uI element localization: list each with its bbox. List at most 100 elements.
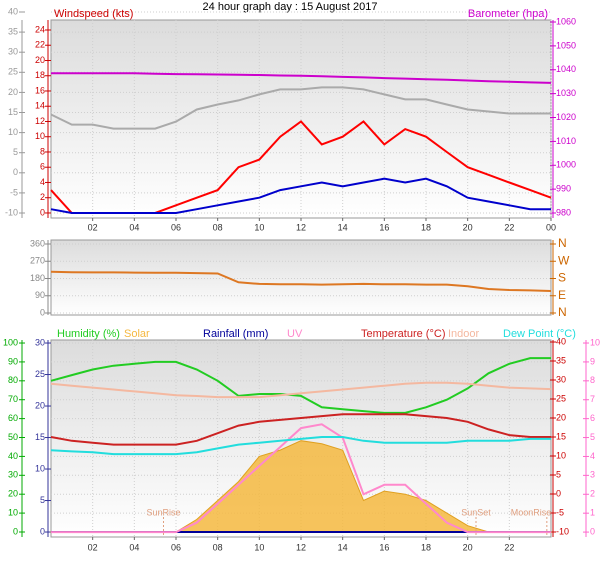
y-tick-label: 40	[556, 336, 566, 346]
x-tick-label: 04	[129, 222, 139, 232]
y-tick-label: 18	[35, 70, 45, 80]
y-tick-label: 20	[556, 412, 566, 422]
y-tick-label: 4	[40, 177, 45, 187]
y-tick-label: 20	[8, 489, 18, 499]
y-tick-label: 15	[556, 431, 566, 441]
annotation: SunRise	[146, 507, 180, 517]
y-tick-label: 40	[8, 451, 18, 461]
line	[50, 357, 551, 414]
y-tick-label: -10	[556, 526, 569, 536]
y-tick-label: 2	[590, 489, 595, 499]
line	[50, 270, 552, 292]
y-tick-label: 0	[40, 207, 45, 217]
y-tick-label: 60	[8, 413, 18, 423]
y-tick-label: 70	[8, 394, 18, 404]
y-tick-label: 25	[35, 369, 45, 379]
x-tick-label: 12	[296, 222, 306, 232]
y-tick-label: 15	[8, 107, 18, 117]
y-tick-label: 20	[35, 55, 45, 65]
x-tick-label: 10	[254, 542, 264, 552]
y-tick-label: 16	[35, 85, 45, 95]
x-tick-label: 20	[463, 542, 473, 552]
y-tick-label: 1030	[556, 88, 576, 98]
x-tick-label: 14	[338, 542, 348, 552]
x-tick-label: 06	[171, 222, 181, 232]
x-tick-label: 20	[463, 222, 473, 232]
legend-label: Indoor	[448, 328, 480, 340]
y-tick-label: 40	[8, 6, 18, 16]
y-tick-label: 1060	[556, 16, 576, 26]
y-tick-label: 25	[8, 67, 18, 77]
y-tick-label: 180	[30, 273, 45, 283]
y-tick-label: 7	[590, 394, 595, 404]
x-tick-label: 08	[213, 222, 223, 232]
annotation: MoonRise	[511, 507, 552, 517]
y-tick-label: 9	[590, 356, 595, 366]
x-tick-label: 08	[213, 542, 223, 552]
y-tick-label: 80	[8, 375, 18, 385]
y-tick-label: 10	[8, 127, 18, 137]
y-tick-label: 1020	[556, 112, 576, 122]
x-tick-label: 16	[379, 542, 389, 552]
y-tick-label: 15	[35, 432, 45, 442]
legend-label: UV	[287, 328, 303, 340]
y-tick-label: 5	[556, 469, 561, 479]
y-tick-label: 14	[35, 101, 45, 111]
y-tick-label: 4	[590, 451, 595, 461]
y-tick-label: 35	[556, 355, 566, 365]
y-tick-label: 35	[8, 26, 18, 36]
y-tick-label: 10	[8, 507, 18, 517]
y-tick-label: 1050	[556, 40, 576, 50]
y-tick-label: 1000	[556, 160, 576, 170]
x-tick-label: 22	[504, 542, 514, 552]
y-tick-label: -5	[556, 507, 564, 517]
y-tick-label: 20	[35, 400, 45, 410]
legend-label: Dew Point (°C)	[503, 328, 576, 340]
y-tick-label: 10	[35, 131, 45, 141]
y-tick-label: 24	[35, 24, 45, 34]
y-tick-label: 5	[40, 495, 45, 505]
y-tick-label: 6	[40, 162, 45, 172]
axis-title: Windspeed (kts)	[54, 8, 133, 20]
line	[50, 413, 551, 446]
legend-label: Humidity (%)	[57, 328, 120, 340]
x-tick-label: 12	[296, 542, 306, 552]
y-tick-label: 10	[556, 450, 566, 460]
axis-title: Barometer (hpa)	[468, 8, 548, 20]
y-tick-label: 2	[40, 192, 45, 202]
y-tick-label: 50	[8, 432, 18, 442]
y-tick-label: 1040	[556, 64, 576, 74]
y-tick-label: 0	[13, 167, 18, 177]
x-tick-label: 04	[129, 542, 139, 552]
y-tick-label: 10	[35, 463, 45, 473]
x-tick-label: 02	[88, 222, 98, 232]
y-tick-label: 90	[8, 356, 18, 366]
plot-area	[50, 239, 552, 316]
line	[50, 177, 551, 214]
y-tick-label: 0	[40, 307, 45, 317]
y-tick-label: 0	[13, 526, 18, 536]
y-tick-label: 25	[556, 393, 566, 403]
x-tick-label: 16	[379, 222, 389, 232]
y-tick-label: 0	[590, 526, 595, 536]
y-tick-label: E	[558, 288, 566, 302]
y-tick-label: S	[558, 271, 566, 285]
line	[50, 436, 551, 456]
x-tick-label: 10	[254, 222, 264, 232]
x-tick-label: 02	[88, 542, 98, 552]
y-tick-label: 6	[590, 413, 595, 423]
annotation: SunSet	[461, 507, 491, 517]
y-tick-label: N	[558, 305, 567, 319]
y-tick-label: 3	[590, 470, 595, 480]
line	[51, 72, 552, 84]
y-tick-label: 22	[35, 40, 45, 50]
x-tick-label: 14	[338, 222, 348, 232]
page-title: 24 hour graph day : 15 August 2017	[203, 1, 378, 13]
y-tick-label: 90	[35, 290, 45, 300]
y-tick-label: 0	[556, 488, 561, 498]
y-tick-label: 30	[8, 470, 18, 480]
y-tick-label: 1010	[556, 136, 576, 146]
y-tick-label: 5	[590, 432, 595, 442]
y-tick-label: W	[558, 253, 570, 267]
